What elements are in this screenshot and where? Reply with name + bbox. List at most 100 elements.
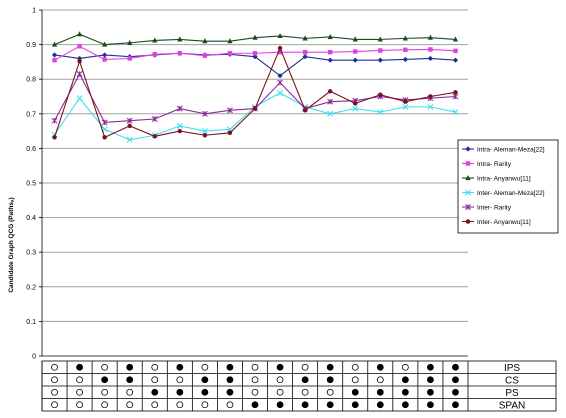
data-point <box>227 130 233 136</box>
series-line <box>54 46 456 139</box>
data-point <box>402 103 409 110</box>
data-point <box>327 50 333 55</box>
data-point <box>152 52 157 57</box>
data-point <box>177 36 183 42</box>
data-point <box>302 54 308 60</box>
filled-dot <box>226 388 234 396</box>
data-point <box>252 106 258 111</box>
data-point <box>77 58 82 64</box>
series-inter-anyanwu-11 <box>52 45 458 140</box>
data-point <box>277 32 283 39</box>
data-point <box>151 116 158 122</box>
data-point <box>76 71 83 77</box>
y-axis: 0 0.1 0.2 0.3 0.4 0.5 0.6 0.7 0.8 0.9 1 <box>26 8 468 361</box>
table-row-label: CS <box>505 375 519 386</box>
data-point <box>302 50 308 55</box>
legend-item: Intra- Anyanwu[11] <box>462 175 531 183</box>
filled-dot <box>176 363 184 371</box>
empty-dot <box>126 401 134 409</box>
data-point <box>452 57 459 63</box>
y-tick-label: 0.8 <box>26 77 36 84</box>
series-intra-anyanwu-11 <box>51 31 459 47</box>
empty-dot <box>351 376 359 384</box>
data-point <box>226 107 233 114</box>
filled-dot <box>226 363 234 371</box>
data-point <box>427 103 434 110</box>
table-row-label: PS <box>505 388 519 399</box>
legend-label: Intra- Rarity <box>477 161 512 168</box>
data-point <box>465 175 471 181</box>
y-tick-label: 0.3 <box>26 250 36 257</box>
filled-dot <box>201 388 209 396</box>
data-point <box>428 94 433 99</box>
empty-dot <box>226 401 234 409</box>
filled-dot <box>376 363 384 371</box>
data-point <box>453 48 458 54</box>
filled-dot <box>376 388 384 396</box>
filled-dot <box>401 388 409 396</box>
filled-dot <box>326 363 334 371</box>
data-point <box>177 51 183 56</box>
legend: Intra- Aleman-Meza[22] Intra- Rarity Intra… <box>457 139 559 234</box>
data-point <box>327 110 334 117</box>
empty-dot <box>326 388 334 396</box>
data-point <box>202 133 208 138</box>
data-point <box>377 57 383 63</box>
filled-dot <box>376 401 384 409</box>
filled-dot <box>301 401 309 409</box>
data-point <box>327 98 334 105</box>
data-point <box>427 34 434 40</box>
data-point <box>227 38 233 44</box>
data-point <box>126 117 133 124</box>
data-point <box>176 122 183 129</box>
data-point <box>453 90 458 95</box>
data-point <box>403 47 408 52</box>
y-tick-label: 1 <box>32 8 36 15</box>
data-point <box>352 36 358 42</box>
data-point <box>353 101 358 106</box>
data-point <box>202 53 208 58</box>
data-point <box>427 55 434 62</box>
empty-dot <box>51 401 58 409</box>
filled-dot <box>226 376 234 384</box>
empty-dot <box>351 363 359 371</box>
data-point <box>127 39 133 45</box>
filled-dot <box>427 388 434 396</box>
data-point <box>51 52 58 58</box>
data-point <box>51 117 58 124</box>
data-point <box>126 136 133 143</box>
data-point <box>252 51 258 56</box>
legend-item: Intra- Rarity <box>462 161 512 168</box>
data-point <box>102 52 108 58</box>
data-point <box>378 92 383 97</box>
legend-box <box>457 139 559 234</box>
series-intra-rarity <box>52 44 458 63</box>
series-line <box>54 72 456 124</box>
filled-dot <box>201 376 209 384</box>
filled-dot <box>326 376 334 384</box>
data-point <box>452 109 459 116</box>
filled-dot <box>301 376 309 384</box>
y-tick-label: 0.5 <box>26 181 36 188</box>
data-point <box>428 47 433 52</box>
empty-dot <box>101 363 109 371</box>
filled-dot <box>452 376 459 384</box>
empty-dot <box>51 388 58 396</box>
data-point <box>352 57 358 63</box>
data-point <box>227 51 233 56</box>
empty-dot <box>176 401 184 409</box>
empty-dot <box>201 401 209 409</box>
data-point <box>353 49 358 54</box>
data-point <box>101 119 108 126</box>
y-axis-label: Candidate Graph QCG (Pathsₐ) <box>8 197 15 292</box>
data-point <box>252 34 258 40</box>
filled-dot <box>326 401 334 409</box>
filled-dot <box>351 401 359 409</box>
filled-dot <box>427 376 434 384</box>
empty-dot <box>151 363 159 371</box>
data-point <box>378 48 383 53</box>
y-tick-label: 0.4 <box>26 215 36 222</box>
filled-dot <box>76 363 83 371</box>
empty-dot <box>276 376 284 384</box>
data-point <box>277 90 284 97</box>
